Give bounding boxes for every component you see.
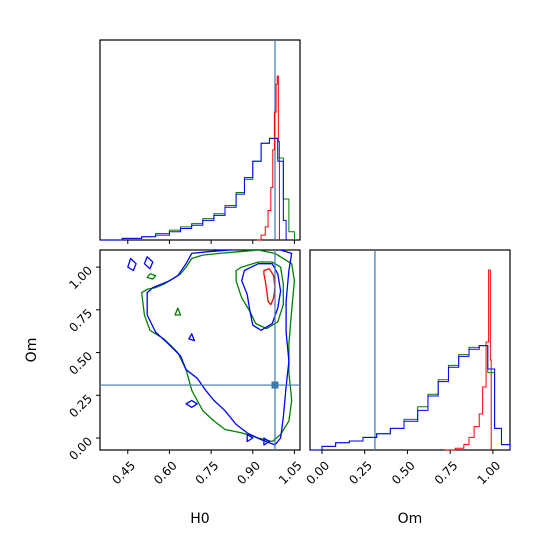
blue-contour [241, 263, 282, 331]
blue-contour [143, 256, 154, 270]
panel-h0-histogram [99, 39, 301, 244]
truth-marker [271, 381, 279, 389]
green-contour [174, 307, 182, 316]
blue-contour [185, 399, 198, 408]
blue-contour [263, 437, 271, 446]
blue-contour [188, 333, 196, 342]
green-contour [141, 250, 296, 443]
blue-histogram-line [310, 345, 511, 451]
green-contour [235, 261, 284, 330]
blue-contour [246, 433, 254, 443]
red-contour [263, 268, 276, 306]
panel-frame [99, 249, 301, 451]
contour-lines [127, 250, 296, 446]
blue-histogram-line [100, 137, 287, 241]
h0-histogram-ticks [127, 240, 295, 244]
h0-histogram-series [100, 75, 295, 241]
om-axis-title: Om [398, 511, 423, 527]
blue-contour [146, 250, 293, 446]
red-histogram-line [445, 269, 492, 451]
panel-om-histogram: 0.00 0.25 0.50 0.75 1.00 [304, 249, 511, 487]
om-y-axis-title: Om [24, 338, 40, 363]
blue-contour [127, 257, 137, 272]
om-histogram-series [310, 269, 511, 451]
red-histogram-line [256, 75, 280, 241]
panel-frame [309, 249, 511, 451]
panel-2d-contours: 0.45 0.60 0.75 0.90 1.05 0.000.250.500.751.0… [66, 249, 305, 487]
panel-frame [99, 39, 301, 241]
green-contour [146, 273, 157, 280]
h0-axis-title: H0 [190, 511, 209, 527]
